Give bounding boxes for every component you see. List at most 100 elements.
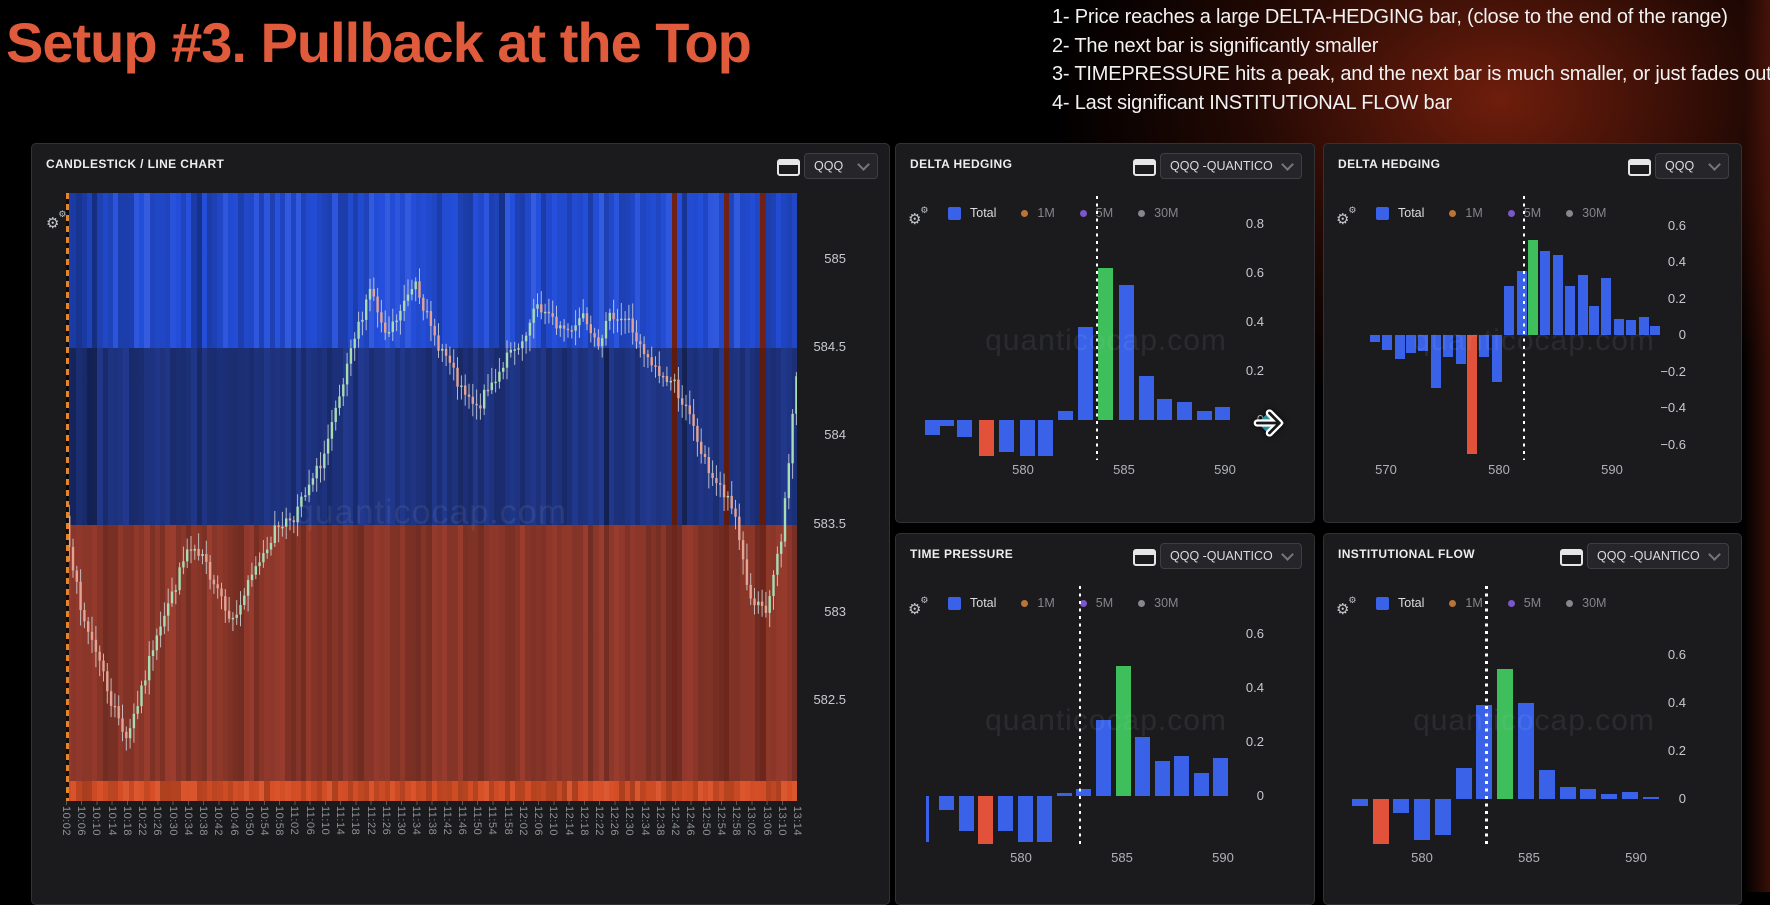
- heat-column: [535, 193, 542, 801]
- bar-blue: [1516, 271, 1527, 335]
- heat-column: [384, 193, 391, 801]
- popout-window-icon[interactable]: [1133, 549, 1156, 566]
- heat-column: [750, 193, 756, 801]
- settings-gear-icon[interactable]: ⚙: [908, 597, 929, 617]
- time-axis-label: 11:58: [501, 806, 514, 836]
- legend-item-1m[interactable]: 1M: [1021, 206, 1055, 220]
- legend-item-total[interactable]: Total: [1376, 206, 1424, 220]
- bar-blue: [1138, 375, 1154, 420]
- time-axis-label: 10:10: [90, 806, 103, 837]
- legend-label: 1M: [1037, 596, 1055, 610]
- heat-column: [744, 193, 751, 801]
- symbol-dropdown[interactable]: QQQ -QUANTICO: [1160, 543, 1302, 569]
- heat-column: [154, 193, 161, 801]
- chart-legend: Total 1M 5M 30M: [948, 206, 1203, 220]
- y-axis-label: 0.8: [1245, 216, 1264, 231]
- heat-column: [102, 193, 109, 801]
- y-axis-label: 0.6: [1667, 647, 1686, 662]
- legend-label: 1M: [1465, 596, 1483, 610]
- heat-column: [441, 193, 448, 801]
- legend-item-30m[interactable]: 30M: [1566, 206, 1606, 220]
- heat-column: [332, 193, 338, 801]
- time-axis-label: 10:30: [166, 806, 179, 837]
- legend-item-5m[interactable]: 5M: [1507, 596, 1541, 610]
- time-axis-label: 12:02: [516, 806, 529, 837]
- legend-dot-icon: [1507, 209, 1515, 217]
- legend-item-total[interactable]: Total: [1376, 596, 1424, 610]
- heat-column: [337, 193, 344, 801]
- legend-label: 1M: [1465, 206, 1483, 220]
- legend-item-1m[interactable]: 1M: [1449, 596, 1483, 610]
- settings-gear-icon[interactable]: ⚙: [46, 211, 67, 231]
- bar-blue: [1601, 278, 1612, 335]
- legend-item-1m[interactable]: 1M: [1021, 596, 1055, 610]
- heat-column: [274, 193, 281, 801]
- heat-column: [368, 193, 375, 801]
- bar-green: [1098, 268, 1114, 420]
- chart-area: Total 1M 5M 30M 0.6 0.4 0.2 0 580 585 590 quanticoc…: [1324, 534, 1741, 904]
- legend-item-5m[interactable]: 5M: [1079, 596, 1113, 610]
- candlestick-series: [66, 193, 797, 801]
- legend-item-5m[interactable]: 5M: [1079, 206, 1113, 220]
- time-axis-label: 12:42: [669, 806, 682, 837]
- symbol-dropdown[interactable]: QQQ: [1655, 153, 1729, 179]
- symbol-dropdown[interactable]: QQQ -QUANTICO: [1160, 153, 1302, 179]
- y-axis-label: 0: [1678, 791, 1686, 806]
- popout-window-icon[interactable]: [1628, 159, 1651, 176]
- legend-item-30m[interactable]: 30M: [1138, 596, 1178, 610]
- time-axis-label: 10:50: [242, 806, 255, 837]
- heat-column: [770, 193, 777, 801]
- heat-column: [525, 193, 532, 801]
- time-axis-label: 12:30: [623, 806, 636, 837]
- time-axis-label: 12:38: [653, 806, 666, 837]
- time-axis-label: 12:46: [684, 806, 697, 837]
- heat-column: [71, 193, 77, 801]
- x-axis-label: 570: [1375, 462, 1397, 477]
- bar-blue: [1642, 796, 1659, 799]
- legend-square-icon: [1376, 206, 1389, 220]
- settings-gear-icon[interactable]: ⚙: [1336, 597, 1357, 617]
- heat-column: [603, 193, 610, 801]
- bar-blue: [1215, 406, 1231, 420]
- settings-gear-icon[interactable]: ⚙: [1336, 207, 1357, 227]
- x-axis-label: 580: [1411, 850, 1433, 865]
- bar-red: [979, 420, 995, 456]
- legend-item-total[interactable]: Total: [948, 206, 996, 220]
- heat-column: [739, 193, 746, 801]
- heat-column: [144, 193, 151, 801]
- popout-window-icon[interactable]: [777, 159, 800, 176]
- legend-item-total[interactable]: Total: [948, 596, 996, 610]
- panel-candlestick-chart: CANDLESTICK / LINE CHART QQQ ⚙ quanticoc…: [31, 143, 890, 905]
- legend-item-5m[interactable]: 5M: [1507, 206, 1542, 220]
- settings-gear-icon[interactable]: ⚙: [908, 207, 929, 227]
- watermark: quanticocap.com: [1413, 324, 1655, 357]
- heat-column: [755, 193, 761, 801]
- heat-column: [436, 193, 443, 801]
- symbol-value: QQQ -QUANTICO: [1170, 549, 1273, 563]
- time-axis-label: 10:14: [105, 806, 118, 837]
- popout-window-icon[interactable]: [1560, 549, 1583, 566]
- bar-blue: [1455, 767, 1472, 799]
- symbol-value: QQQ: [1665, 159, 1695, 173]
- time-axis-label: 10:06: [75, 806, 88, 837]
- panel-institutional-flow: INSTITUTIONAL FLOW QQQ -QUANTICO ⚙ Total…: [1323, 533, 1742, 905]
- chart-legend: Total 1M 5M 30M: [948, 596, 1203, 610]
- legend-item-30m[interactable]: 30M: [1566, 596, 1606, 610]
- popout-window-icon[interactable]: [1133, 159, 1156, 176]
- y-axis-label: −0.4: [1660, 400, 1686, 415]
- y-axis-label: 0.2: [1667, 290, 1686, 306]
- legend-item-1m[interactable]: 1M: [1449, 206, 1483, 220]
- heat-column: [259, 193, 265, 801]
- chart-area: Total 1M 5M 30M 0.6 0.4 0.2 0 580 585 590 quanticoc…: [896, 534, 1314, 904]
- panel-title: INSTITUTIONAL FLOW: [1338, 547, 1475, 561]
- bar-blue: [1638, 316, 1649, 335]
- bar-blue: [1443, 335, 1454, 357]
- bar-blue: [1559, 787, 1576, 799]
- legend-label: 5M: [1523, 206, 1542, 220]
- legend-item-30m[interactable]: 30M: [1138, 206, 1178, 220]
- bar-blue: [1076, 789, 1092, 796]
- heat-column: [645, 193, 652, 801]
- bar-blue: [938, 420, 954, 427]
- symbol-dropdown[interactable]: QQQ: [804, 153, 878, 179]
- symbol-dropdown[interactable]: QQQ -QUANTICO: [1587, 543, 1729, 569]
